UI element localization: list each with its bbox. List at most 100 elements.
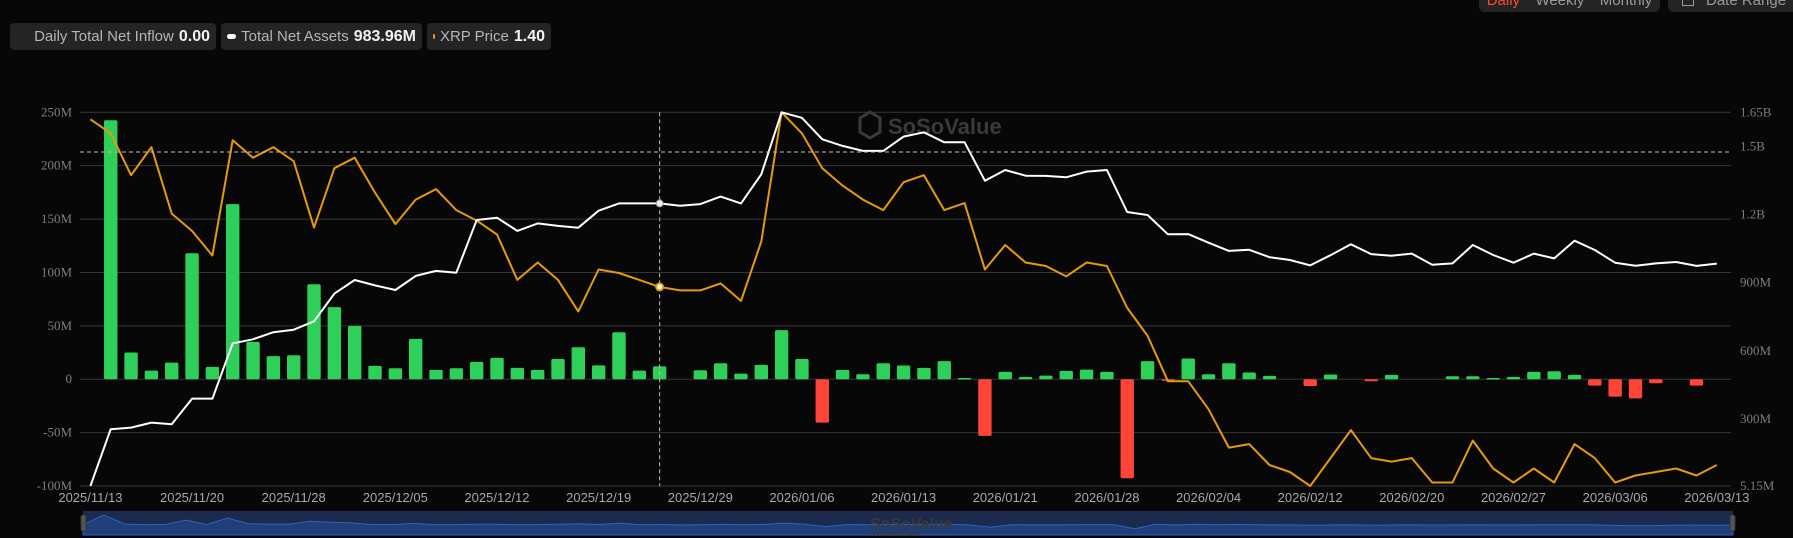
legend-daily-net-inflow[interactable]: Daily Total Net Inflow 0.00 [10,23,216,50]
navigator-series-area [82,514,1734,536]
period-weekly-button[interactable]: Weekly [1535,0,1585,9]
inflow-bar [327,307,342,380]
inflow-bar [1588,379,1602,386]
inflow-bar [347,325,362,380]
inflow-bar [307,284,321,380]
inflow-bar [551,358,565,380]
inflow-bar [632,370,647,380]
legend-assets-label: Total Net Assets [241,28,349,45]
inflow-bar [1242,372,1256,380]
inflow-bar [571,347,586,380]
total-net-assets-line [89,111,1717,487]
sosovalue-logo-icon [858,110,882,140]
navigator-watermark: SoSoValue [870,516,953,533]
inflow-bars [104,120,1704,479]
inflow-bar [917,367,931,380]
inflow-bar [226,204,240,380]
x-axis-tick-label: 2026/02/04 [1176,490,1241,505]
inflow-bar [1608,379,1622,397]
inflow-bar [612,332,626,380]
inflow-bar [1323,374,1338,380]
inflow-bar [815,379,829,423]
x-axis-tick-label: 2026/01/06 [769,490,834,505]
inflow-bar [876,363,890,380]
period-monthly-button[interactable]: Monthly [1599,0,1653,9]
left-axis-labels: 250M 200M 150M 100M 50M 0 -50M -100M [37,104,73,493]
navigator-right-handle[interactable] [1729,514,1736,532]
inflow-bar [591,365,606,380]
right-axis-tick-label: 1.5B [1740,138,1765,153]
right-axis-tick-label: 600M [1740,343,1772,358]
calendar-icon [1682,0,1694,6]
x-axis-tick-label: 2025/12/12 [464,490,529,505]
inflow-bar [388,368,403,380]
legend-price-value: 1.40 [513,27,545,45]
inflow-bar [835,369,850,380]
xrp-price-line [89,111,1718,487]
price-swatch-icon [433,34,435,39]
legend-inflow-label: Daily Total Net Inflow [34,28,174,45]
inflow-bar [368,365,382,380]
inflow-bar [185,253,199,380]
inflow-bar [1120,379,1134,479]
inflow-bar [1059,370,1073,380]
legend-inflow-value: 0.00 [178,27,210,45]
net-assets-swatch-icon [227,34,237,39]
x-axis-tick-label: 2026/02/20 [1379,490,1444,505]
x-axis-labels: 2025/11/13 2025/11/20 2025/11/28 2025/12/05… [58,490,1749,505]
inflow-bar [754,364,768,380]
net-assets-highlight-point [655,199,664,208]
x-axis-tick-label: 2025/11/13 [58,490,122,505]
inflow-bar [1364,379,1378,382]
x-axis-tick-label: 2026/02/12 [1278,490,1343,505]
inflow-bar [1527,371,1541,380]
inflow-bar [1384,374,1399,380]
inflow-bar [1262,375,1277,380]
inflow-bar [490,357,504,380]
left-axis-tick-label: 200M [41,158,73,173]
legend-price-label: XRP Price [439,28,509,45]
inflow-bar [1079,369,1094,380]
right-axis-labels: 1.65B 1.5B 1.2B 900M 600M 300M 5.15M [1740,104,1775,493]
right-axis-tick-label: 900M [1740,275,1772,290]
inflow-bar [1222,363,1236,380]
x-axis-tick-label: 2026/01/13 [871,490,936,505]
gridlines [80,111,1731,487]
inflow-bar [713,363,728,380]
x-axis-tick-label: 2026/02/27 [1481,490,1546,505]
crosshair [80,112,1731,486]
inflow-bar [1547,371,1561,380]
x-axis-tick-label: 2025/11/20 [160,490,224,505]
x-axis-tick-label: 2026/03/06 [1583,490,1648,505]
inflow-bar [530,369,545,380]
inflow-bar [510,367,525,380]
x-axis-tick-label: 2025/12/29 [668,490,733,505]
x-axis-tick-label: 2025/12/19 [566,490,631,505]
navigator-left-handle[interactable] [80,514,87,532]
right-axis-tick-label: 300M [1740,411,1772,426]
inflow-bar [165,362,179,380]
series-lines [89,111,1718,487]
legend-xrp-price[interactable]: XRP Price 1.40 [427,23,551,50]
x-axis-tick-label: 2026/01/21 [973,490,1038,505]
inflow-bar [408,338,423,380]
date-range-button[interactable]: Date Range [1668,0,1793,12]
legend-assets-value: 983.96M [353,27,416,45]
inflow-bar [287,355,301,380]
inflow-bar [1100,371,1114,380]
inflow-bar [693,370,707,380]
left-axis-tick-label: 250M [41,104,73,119]
left-axis-tick-label: -100M [37,478,73,493]
left-axis-tick-label: 100M [41,264,73,279]
inflow-bar [205,366,220,380]
period-daily-button[interactable]: Daily [1486,0,1521,9]
inflow-bar [998,371,1012,380]
right-axis-tick-label: 1.2B [1740,207,1765,222]
inflow-bar [1140,361,1155,380]
legend-total-net-assets[interactable]: Total Net Assets 983.96M [221,23,422,50]
inflow-bar [1039,375,1053,380]
price-highlight-point [655,282,665,292]
inflow-bar [144,370,159,380]
